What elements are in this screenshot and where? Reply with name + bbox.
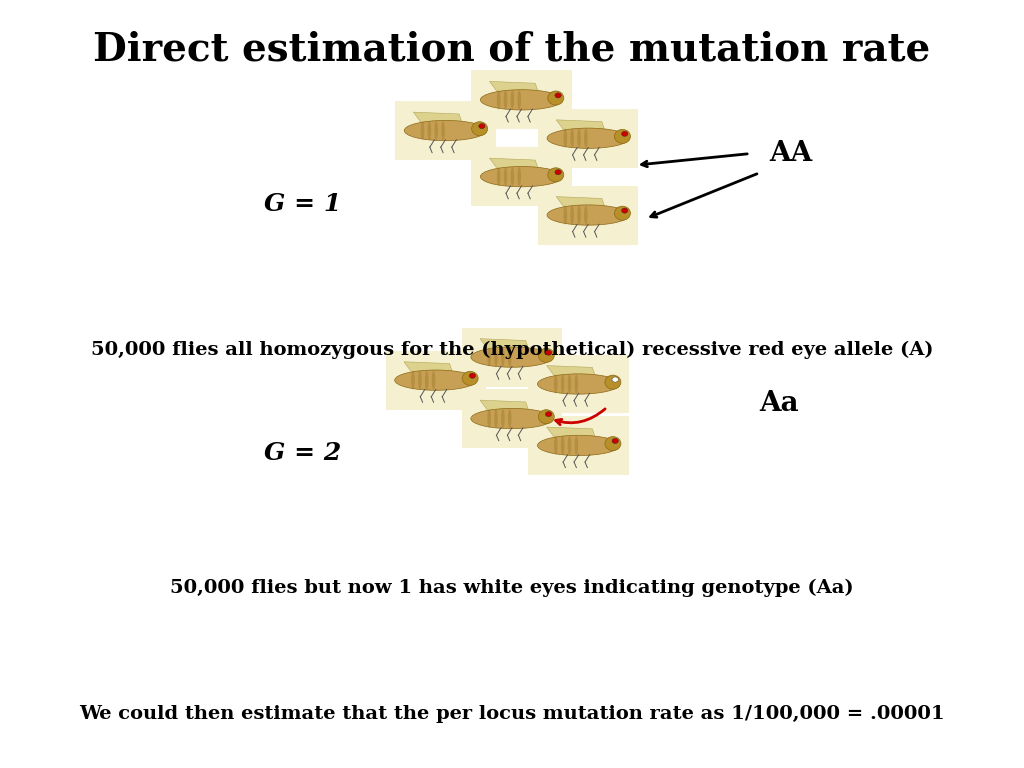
Ellipse shape (501, 409, 505, 428)
Polygon shape (403, 362, 454, 380)
Ellipse shape (487, 348, 490, 366)
Ellipse shape (548, 91, 564, 105)
Ellipse shape (412, 371, 415, 389)
Ellipse shape (472, 121, 487, 136)
Polygon shape (480, 339, 530, 357)
Ellipse shape (554, 436, 558, 455)
Polygon shape (480, 400, 530, 419)
Ellipse shape (404, 121, 486, 141)
Ellipse shape (578, 129, 581, 147)
Ellipse shape (462, 371, 478, 386)
Ellipse shape (614, 129, 631, 144)
Ellipse shape (508, 348, 512, 366)
Ellipse shape (428, 121, 431, 140)
Ellipse shape (548, 167, 564, 182)
Ellipse shape (504, 91, 507, 109)
Ellipse shape (567, 436, 571, 455)
Ellipse shape (538, 435, 620, 455)
Ellipse shape (538, 374, 620, 394)
Ellipse shape (511, 167, 514, 186)
Ellipse shape (501, 348, 505, 366)
Ellipse shape (563, 129, 567, 147)
Ellipse shape (614, 206, 631, 220)
Ellipse shape (612, 377, 618, 382)
Ellipse shape (584, 129, 588, 147)
Ellipse shape (517, 167, 521, 186)
Ellipse shape (480, 167, 562, 187)
FancyBboxPatch shape (538, 109, 638, 167)
Ellipse shape (546, 412, 552, 417)
FancyBboxPatch shape (471, 71, 571, 129)
Text: AA: AA (769, 140, 812, 167)
Ellipse shape (584, 206, 588, 224)
Text: 50,000 flies but now 1 has white eyes indicating genotype (Aa): 50,000 flies but now 1 has white eyes in… (170, 578, 854, 597)
Ellipse shape (567, 375, 571, 393)
FancyBboxPatch shape (538, 186, 638, 244)
Ellipse shape (441, 121, 444, 140)
Polygon shape (489, 158, 540, 177)
Ellipse shape (478, 124, 485, 129)
FancyBboxPatch shape (471, 147, 571, 206)
Ellipse shape (432, 371, 435, 389)
Ellipse shape (605, 375, 621, 389)
Ellipse shape (497, 167, 501, 186)
Ellipse shape (612, 439, 618, 444)
Ellipse shape (605, 436, 621, 451)
Polygon shape (414, 112, 464, 131)
Text: We could then estimate that the per locus mutation rate as 1/100,000 = .00001: We could then estimate that the per locu… (79, 705, 945, 723)
Ellipse shape (497, 91, 501, 109)
Ellipse shape (434, 121, 438, 140)
Ellipse shape (421, 121, 424, 140)
Ellipse shape (517, 91, 521, 109)
Polygon shape (489, 81, 540, 100)
Ellipse shape (469, 373, 475, 379)
Text: G = 1: G = 1 (264, 191, 341, 216)
Polygon shape (556, 120, 606, 138)
Ellipse shape (539, 409, 554, 424)
Ellipse shape (547, 128, 630, 148)
Ellipse shape (504, 167, 507, 186)
Ellipse shape (471, 347, 553, 367)
Ellipse shape (487, 409, 490, 428)
Ellipse shape (471, 409, 553, 429)
Ellipse shape (546, 350, 552, 356)
Text: 50,000 flies all homozygous for the (hypothetical) recessive red eye allele (A): 50,000 flies all homozygous for the (hyp… (91, 340, 933, 359)
Text: Aa: Aa (760, 389, 799, 417)
Ellipse shape (495, 409, 498, 428)
Text: Direct estimation of the mutation rate: Direct estimation of the mutation rate (93, 31, 931, 68)
Ellipse shape (555, 93, 561, 98)
Ellipse shape (511, 91, 514, 109)
Polygon shape (556, 197, 606, 215)
Ellipse shape (555, 170, 561, 175)
Text: G = 2: G = 2 (264, 441, 341, 465)
Ellipse shape (480, 90, 562, 110)
Ellipse shape (425, 371, 428, 389)
Ellipse shape (508, 409, 512, 428)
Ellipse shape (563, 206, 567, 224)
Ellipse shape (570, 129, 574, 147)
Ellipse shape (547, 205, 630, 225)
FancyBboxPatch shape (462, 389, 562, 448)
Ellipse shape (561, 375, 564, 393)
Ellipse shape (578, 206, 581, 224)
Ellipse shape (570, 206, 574, 224)
Ellipse shape (394, 370, 477, 390)
Polygon shape (547, 366, 597, 384)
Ellipse shape (574, 436, 579, 455)
FancyBboxPatch shape (395, 101, 496, 160)
FancyBboxPatch shape (528, 416, 629, 475)
Ellipse shape (418, 371, 422, 389)
FancyBboxPatch shape (386, 351, 486, 409)
Ellipse shape (495, 348, 498, 366)
Ellipse shape (561, 436, 564, 455)
Polygon shape (547, 427, 597, 445)
Ellipse shape (539, 348, 554, 362)
Ellipse shape (574, 375, 579, 393)
Ellipse shape (622, 208, 628, 214)
Ellipse shape (622, 131, 628, 137)
Ellipse shape (554, 375, 558, 393)
FancyBboxPatch shape (462, 328, 562, 386)
FancyBboxPatch shape (528, 355, 629, 413)
